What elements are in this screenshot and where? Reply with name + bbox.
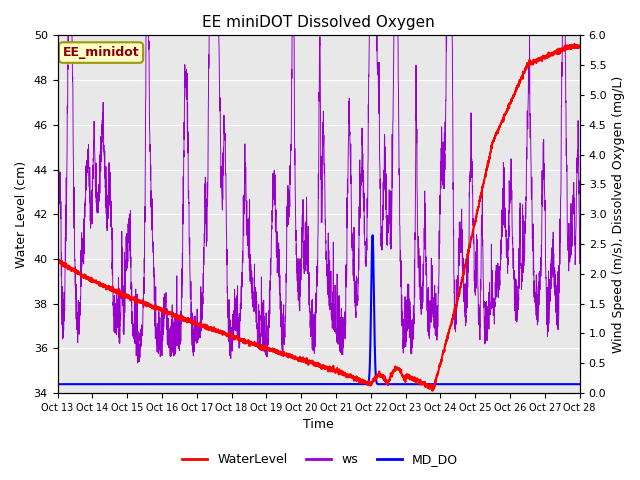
Text: EE_minidot: EE_minidot: [63, 46, 140, 59]
Legend: WaterLevel, ws, MD_DO: WaterLevel, ws, MD_DO: [177, 448, 463, 471]
Y-axis label: Water Level (cm): Water Level (cm): [15, 161, 28, 268]
Y-axis label: Wind Speed (m/s), Dissolved Oxygen (mg/L): Wind Speed (m/s), Dissolved Oxygen (mg/L…: [612, 76, 625, 353]
X-axis label: Time: Time: [303, 419, 334, 432]
Title: EE miniDOT Dissolved Oxygen: EE miniDOT Dissolved Oxygen: [202, 15, 435, 30]
